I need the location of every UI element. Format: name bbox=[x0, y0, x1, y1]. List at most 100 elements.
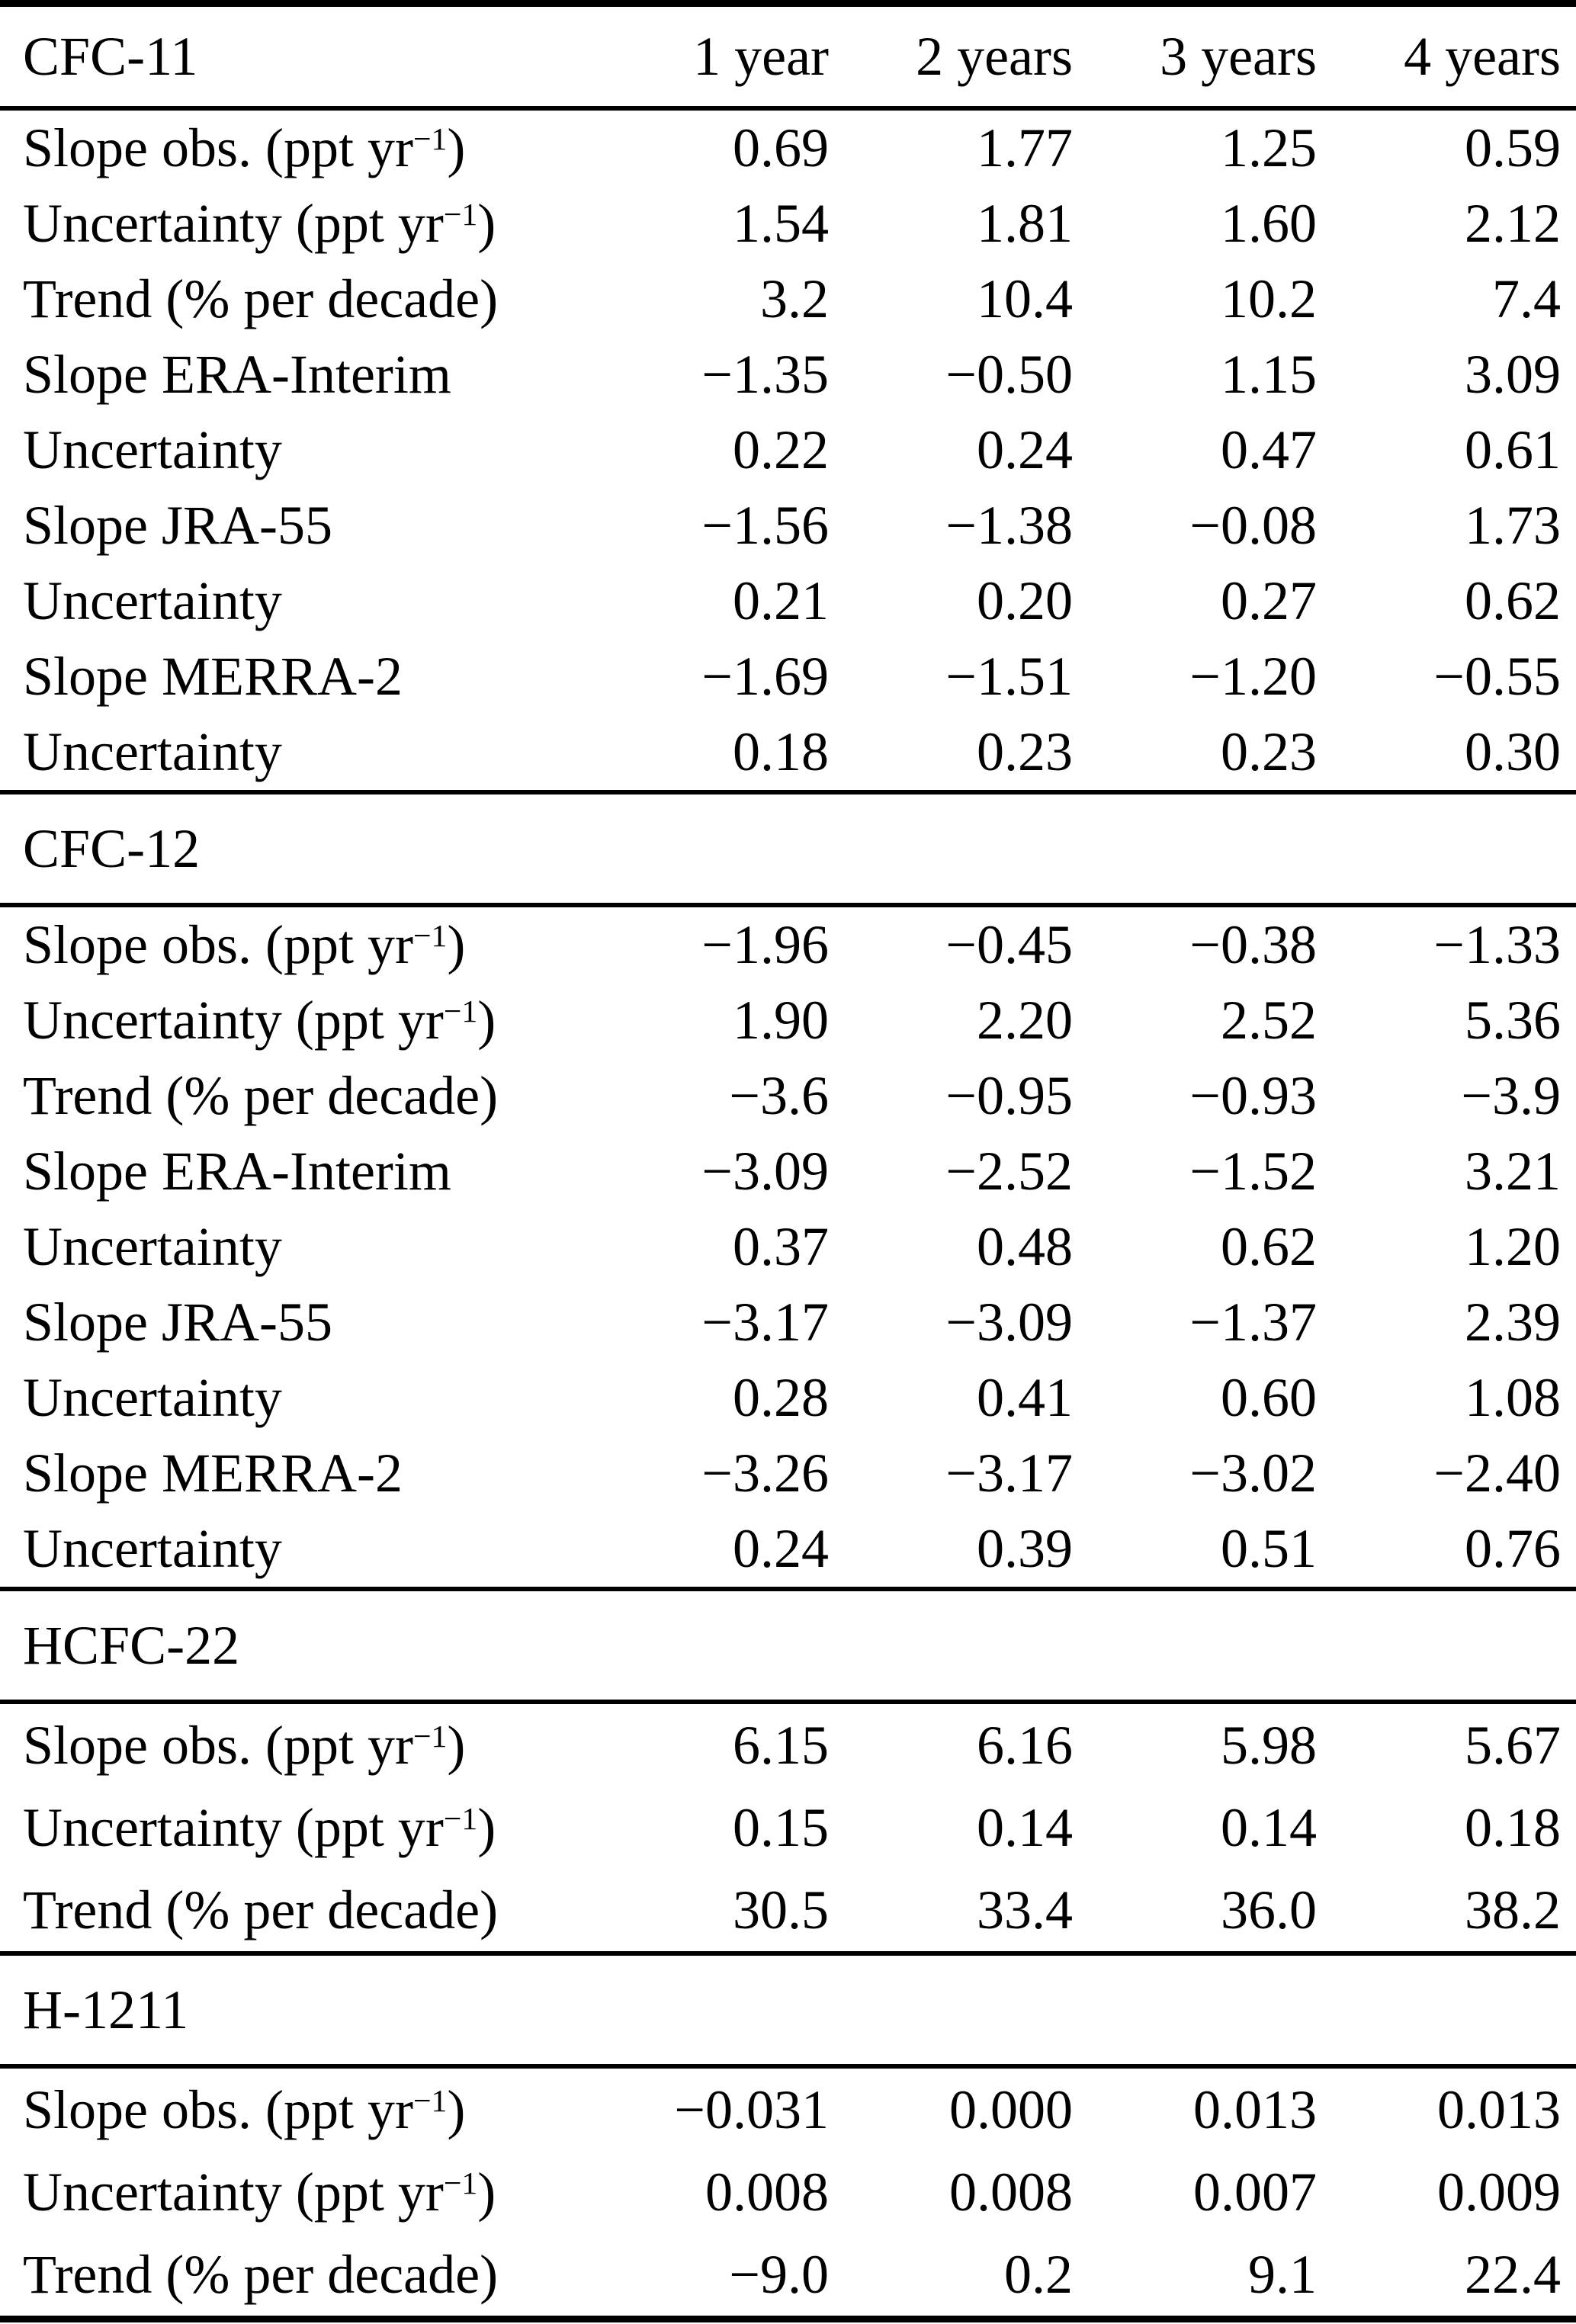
row-label: Trend (% per decade) bbox=[0, 2233, 600, 2316]
table-rule-medium bbox=[0, 1587, 1576, 1591]
table-rule-row bbox=[0, 1587, 1576, 1591]
table-rule-cell bbox=[0, 790, 1576, 794]
table-rule-cell bbox=[0, 2316, 1576, 2322]
value-cell: 10.4 bbox=[977, 268, 1073, 329]
value-cell: 1.54 bbox=[733, 193, 829, 254]
table-row: Slope ERA-Interim −3.09 −2.52 −1.52 3.21 bbox=[0, 1134, 1576, 1209]
table-row: Uncertainty 0.18 0.23 0.23 0.30 bbox=[0, 714, 1576, 790]
row-label: Uncertainty bbox=[0, 563, 600, 639]
row-label-end: ) bbox=[477, 1796, 496, 1858]
superscript: −1 bbox=[412, 919, 448, 955]
table-row: Uncertainty 0.37 0.48 0.62 1.20 bbox=[0, 1209, 1576, 1285]
row-label-end: ) bbox=[447, 1714, 466, 1776]
value-cell: −1.38 bbox=[945, 495, 1073, 556]
row-label-text: Uncertainty bbox=[23, 721, 282, 782]
value-cell: 1.77 bbox=[977, 117, 1073, 178]
row-label: Slope ERA-Interim bbox=[0, 1134, 600, 1209]
row-label-text: Slope MERRA-2 bbox=[23, 1443, 403, 1504]
table-rule-medium bbox=[0, 106, 1576, 111]
value-cell: 36.0 bbox=[1221, 1879, 1317, 1940]
row-label-end: ) bbox=[477, 193, 496, 254]
value-cell: 0.23 bbox=[977, 721, 1073, 782]
row-label-text: Uncertainty (ppt yr bbox=[23, 193, 444, 254]
value-cell: 2.52 bbox=[1221, 990, 1317, 1051]
value-cell: 0.14 bbox=[977, 1796, 1073, 1858]
table-row: Slope obs. (ppt yr−1) −0.031 0.000 0.013 0.0… bbox=[0, 2069, 1576, 2151]
value-cell: 1.08 bbox=[1465, 1367, 1561, 1428]
column-header bbox=[1332, 794, 1576, 903]
value-cell: 1.15 bbox=[1221, 344, 1317, 405]
value-cell: 5.36 bbox=[1465, 990, 1561, 1051]
table-rule-cell bbox=[0, 2064, 1576, 2069]
section-title: H-1211 bbox=[23, 1979, 189, 2040]
row-label: Slope ERA-Interim bbox=[0, 337, 600, 412]
value-cell: 6.16 bbox=[977, 1714, 1073, 1776]
section-header-row: CFC-12 bbox=[0, 794, 1576, 903]
value-cell: 0.76 bbox=[1465, 1518, 1561, 1579]
table-row: Uncertainty (ppt yr−1) 1.90 2.20 2.52 5.36 bbox=[0, 983, 1576, 1058]
value-cell: −0.45 bbox=[945, 914, 1073, 975]
value-cell: −0.95 bbox=[945, 1065, 1073, 1126]
table-row: Slope JRA-55 −3.17 −3.09 −1.37 2.39 bbox=[0, 1285, 1576, 1360]
superscript: −1 bbox=[443, 1801, 478, 1837]
row-label-end: ) bbox=[477, 990, 496, 1051]
superscript: −1 bbox=[443, 197, 478, 233]
row-label-end: ) bbox=[447, 117, 466, 178]
value-cell: 33.4 bbox=[977, 1879, 1073, 1940]
value-cell: 0.62 bbox=[1221, 1216, 1317, 1277]
row-label-text: Uncertainty bbox=[23, 419, 282, 480]
superscript: −1 bbox=[443, 994, 478, 1030]
row-label-text: Slope obs. (ppt yr bbox=[23, 914, 413, 975]
row-label: Uncertainty bbox=[0, 1511, 600, 1587]
value-cell: 0.41 bbox=[977, 1367, 1073, 1428]
section-header-row: HCFC-22 bbox=[0, 1591, 1576, 1700]
value-cell: −2.52 bbox=[945, 1141, 1073, 1202]
row-label: Slope obs. (ppt yr−1) bbox=[0, 907, 600, 983]
value-cell: 7.4 bbox=[1492, 268, 1561, 329]
table-rule-heavy bbox=[0, 2316, 1576, 2322]
value-cell: 3.2 bbox=[760, 268, 829, 329]
row-label: Uncertainty (ppt yr−1) bbox=[0, 186, 600, 262]
table-row: Slope obs. (ppt yr−1) 0.69 1.77 1.25 0.59 bbox=[0, 111, 1576, 186]
value-cell: 0.60 bbox=[1221, 1367, 1317, 1428]
row-label: Trend (% per decade) bbox=[0, 1058, 600, 1134]
value-cell: 1.25 bbox=[1221, 117, 1317, 178]
column-header: 4 years bbox=[1404, 25, 1561, 87]
value-cell: 0.009 bbox=[1437, 2161, 1561, 2223]
value-cell: 1.20 bbox=[1465, 1216, 1561, 1277]
table-row: Slope obs. (ppt yr−1) 6.15 6.16 5.98 5.67 bbox=[0, 1704, 1576, 1786]
value-cell: 1.60 bbox=[1221, 193, 1317, 254]
value-cell: 0.2 bbox=[1004, 2243, 1073, 2305]
row-label: Trend (% per decade) bbox=[0, 1869, 600, 1951]
value-cell: 5.98 bbox=[1221, 1714, 1317, 1776]
superscript: −1 bbox=[443, 2165, 478, 2201]
row-label-text: Slope obs. (ppt yr bbox=[23, 2078, 413, 2140]
value-cell: 2.20 bbox=[977, 990, 1073, 1051]
value-cell: 0.000 bbox=[949, 2078, 1073, 2140]
row-label: Uncertainty bbox=[0, 1209, 600, 1285]
row-label: Slope obs. (ppt yr−1) bbox=[0, 1704, 600, 1786]
row-label: Slope JRA-55 bbox=[0, 488, 600, 563]
value-cell: 2.39 bbox=[1465, 1292, 1561, 1353]
value-cell: −2.40 bbox=[1433, 1443, 1561, 1504]
value-cell: 0.28 bbox=[733, 1367, 829, 1428]
table-rule-row bbox=[0, 2064, 1576, 2069]
value-cell: 0.59 bbox=[1465, 117, 1561, 178]
row-label-text: Slope JRA-55 bbox=[23, 1292, 333, 1353]
value-cell: −0.08 bbox=[1189, 495, 1317, 556]
table-row: Slope MERRA-2 −1.69 −1.51 −1.20 −0.55 bbox=[0, 639, 1576, 714]
column-header bbox=[1332, 1956, 1576, 2064]
value-cell: −3.17 bbox=[945, 1443, 1073, 1504]
value-cell: −1.35 bbox=[701, 344, 829, 405]
row-label: Uncertainty bbox=[0, 714, 600, 790]
value-cell: 0.013 bbox=[1193, 2078, 1317, 2140]
value-cell: −3.17 bbox=[701, 1292, 829, 1353]
value-cell: 9.1 bbox=[1248, 2243, 1317, 2305]
superscript: −1 bbox=[412, 122, 448, 158]
row-label-text: Uncertainty bbox=[23, 1367, 282, 1428]
row-label-end: ) bbox=[447, 2078, 466, 2140]
table-rule-cell bbox=[0, 1587, 1576, 1591]
table-row: Trend (% per decade) 3.2 10.4 10.2 7.4 bbox=[0, 262, 1576, 337]
section-title: CFC-12 bbox=[23, 817, 201, 879]
